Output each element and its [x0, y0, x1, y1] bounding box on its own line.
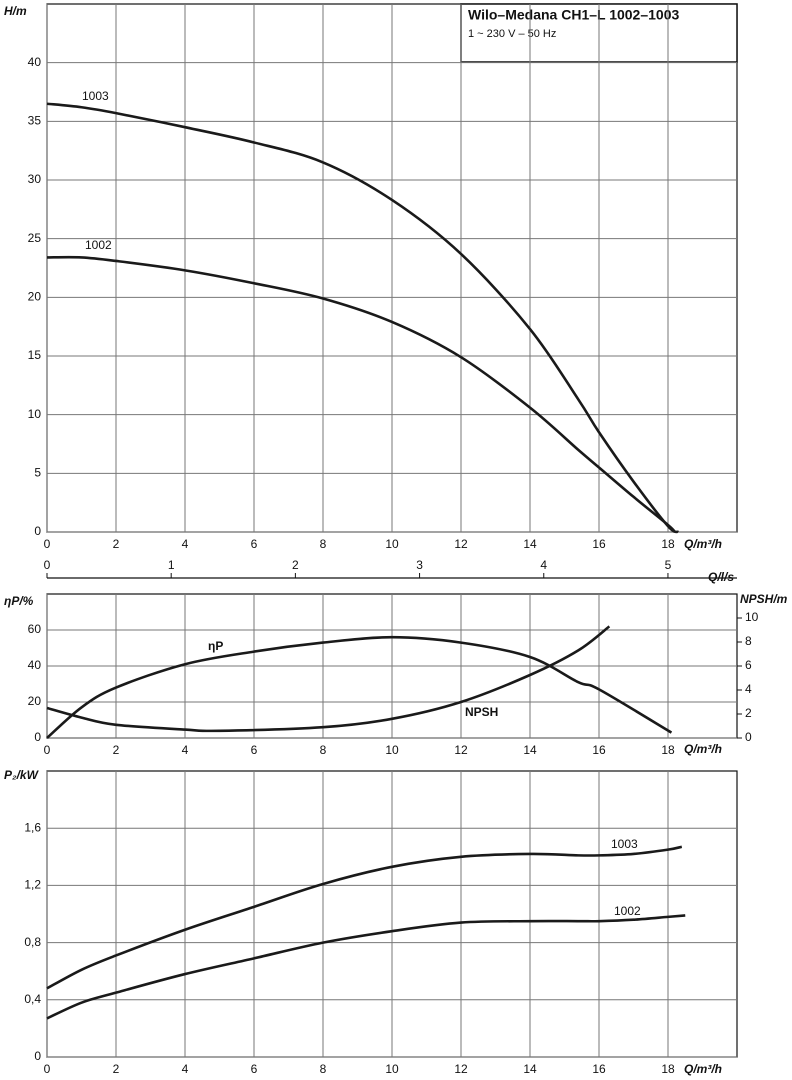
curve: [46, 635, 673, 739]
x-tick-label: 0: [44, 1062, 51, 1076]
series-label: 1003: [82, 89, 109, 103]
y2-tick-label: 6: [745, 658, 752, 672]
y-tick-label: 25: [28, 231, 42, 245]
x-tick-label: 0: [44, 537, 51, 551]
y2-axis-label: NPSH/m: [740, 592, 788, 606]
x-tick-label: 4: [182, 537, 189, 551]
series-label: NPSH: [465, 705, 498, 719]
x-tick-label: 16: [592, 537, 606, 551]
x-tick-label: 14: [523, 1062, 537, 1076]
y-tick-label: 0: [34, 1049, 41, 1063]
y-axis-label: ηP/%: [4, 594, 34, 608]
x-tick-label: 16: [592, 743, 606, 757]
series-label: 1002: [614, 904, 641, 918]
x-tick-label: 18: [661, 537, 675, 551]
y-tick-label: 1,2: [24, 878, 41, 892]
y2-tick-label: 0: [745, 730, 752, 744]
x-tick-label: 2: [113, 537, 120, 551]
x-tick-label: 18: [661, 743, 675, 757]
series-label: 1002: [85, 238, 112, 252]
x-tick-label: 16: [592, 1062, 606, 1076]
y-tick-label: 0,4: [24, 992, 41, 1006]
x2-tick-label: 1: [168, 558, 175, 572]
x-tick-label: 0: [44, 743, 51, 757]
x-tick-label: 10: [385, 743, 399, 757]
x-tick-label: 12: [454, 743, 468, 757]
y-tick-label: 0: [34, 524, 41, 538]
x-tick-label: 8: [320, 1062, 327, 1076]
y-tick-label: 60: [28, 622, 42, 636]
x2-tick-label: 3: [416, 558, 423, 572]
y-axis-label: P₂/kW: [4, 768, 40, 782]
chart-title: Wilo–Medana CH1–L 1002–1003: [468, 7, 679, 23]
y-tick-label: 20: [28, 694, 42, 708]
x-tick-label: 18: [661, 1062, 675, 1076]
curve: [46, 102, 679, 534]
x-axis-label: Q/m³/h: [684, 1062, 722, 1076]
y-tick-label: 1,6: [24, 820, 41, 834]
y2-tick-label: 4: [745, 682, 752, 696]
x2-tick-label: 4: [540, 558, 547, 572]
x-tick-label: 12: [454, 1062, 468, 1076]
y-tick-label: 0,8: [24, 935, 41, 949]
y2-tick-label: 2: [745, 706, 752, 720]
x2-tick-label: 0: [44, 558, 51, 572]
y-tick-label: 20: [28, 290, 42, 304]
y-tick-label: 5: [34, 466, 41, 480]
y-tick-label: 40: [28, 55, 42, 69]
y-tick-label: 35: [28, 114, 42, 128]
x-tick-label: 4: [182, 743, 189, 757]
chart-subtitle: 1 ~ 230 V – 50 Hz: [468, 28, 556, 40]
curve: [46, 845, 683, 990]
curve: [46, 255, 676, 533]
x-axis-label: Q/m³/h: [684, 742, 722, 756]
curve: [46, 625, 611, 733]
x-tick-label: 14: [523, 743, 537, 757]
x2-tick-label: 2: [292, 558, 299, 572]
y-tick-label: 0: [34, 730, 41, 744]
series-label: 1003: [611, 837, 638, 851]
x-axis-label: Q/m³/h: [684, 537, 722, 551]
x2-tick-label: 5: [665, 558, 672, 572]
y-axis-label: H/m: [4, 4, 27, 18]
x-tick-label: 8: [320, 743, 327, 757]
x-tick-label: 6: [251, 1062, 258, 1076]
y-tick-label: 40: [28, 658, 42, 672]
x-tick-label: 12: [454, 537, 468, 551]
series-label: ηP: [208, 639, 223, 653]
y-tick-label: 30: [28, 172, 42, 186]
y2-tick-label: 8: [745, 634, 752, 648]
x-tick-label: 2: [113, 1062, 120, 1076]
x-tick-label: 14: [523, 537, 537, 551]
x-tick-label: 10: [385, 1062, 399, 1076]
x-tick-label: 6: [251, 743, 258, 757]
x-tick-label: 8: [320, 537, 327, 551]
x-tick-label: 6: [251, 537, 258, 551]
x-tick-label: 10: [385, 537, 399, 551]
x-tick-label: 4: [182, 1062, 189, 1076]
x2-axis-label: Q/l/s: [708, 570, 734, 584]
y2-tick-label: 10: [745, 610, 759, 624]
curve: [46, 914, 686, 1020]
y-tick-label: 10: [28, 407, 42, 421]
x-tick-label: 2: [113, 743, 120, 757]
y-tick-label: 15: [28, 348, 42, 362]
